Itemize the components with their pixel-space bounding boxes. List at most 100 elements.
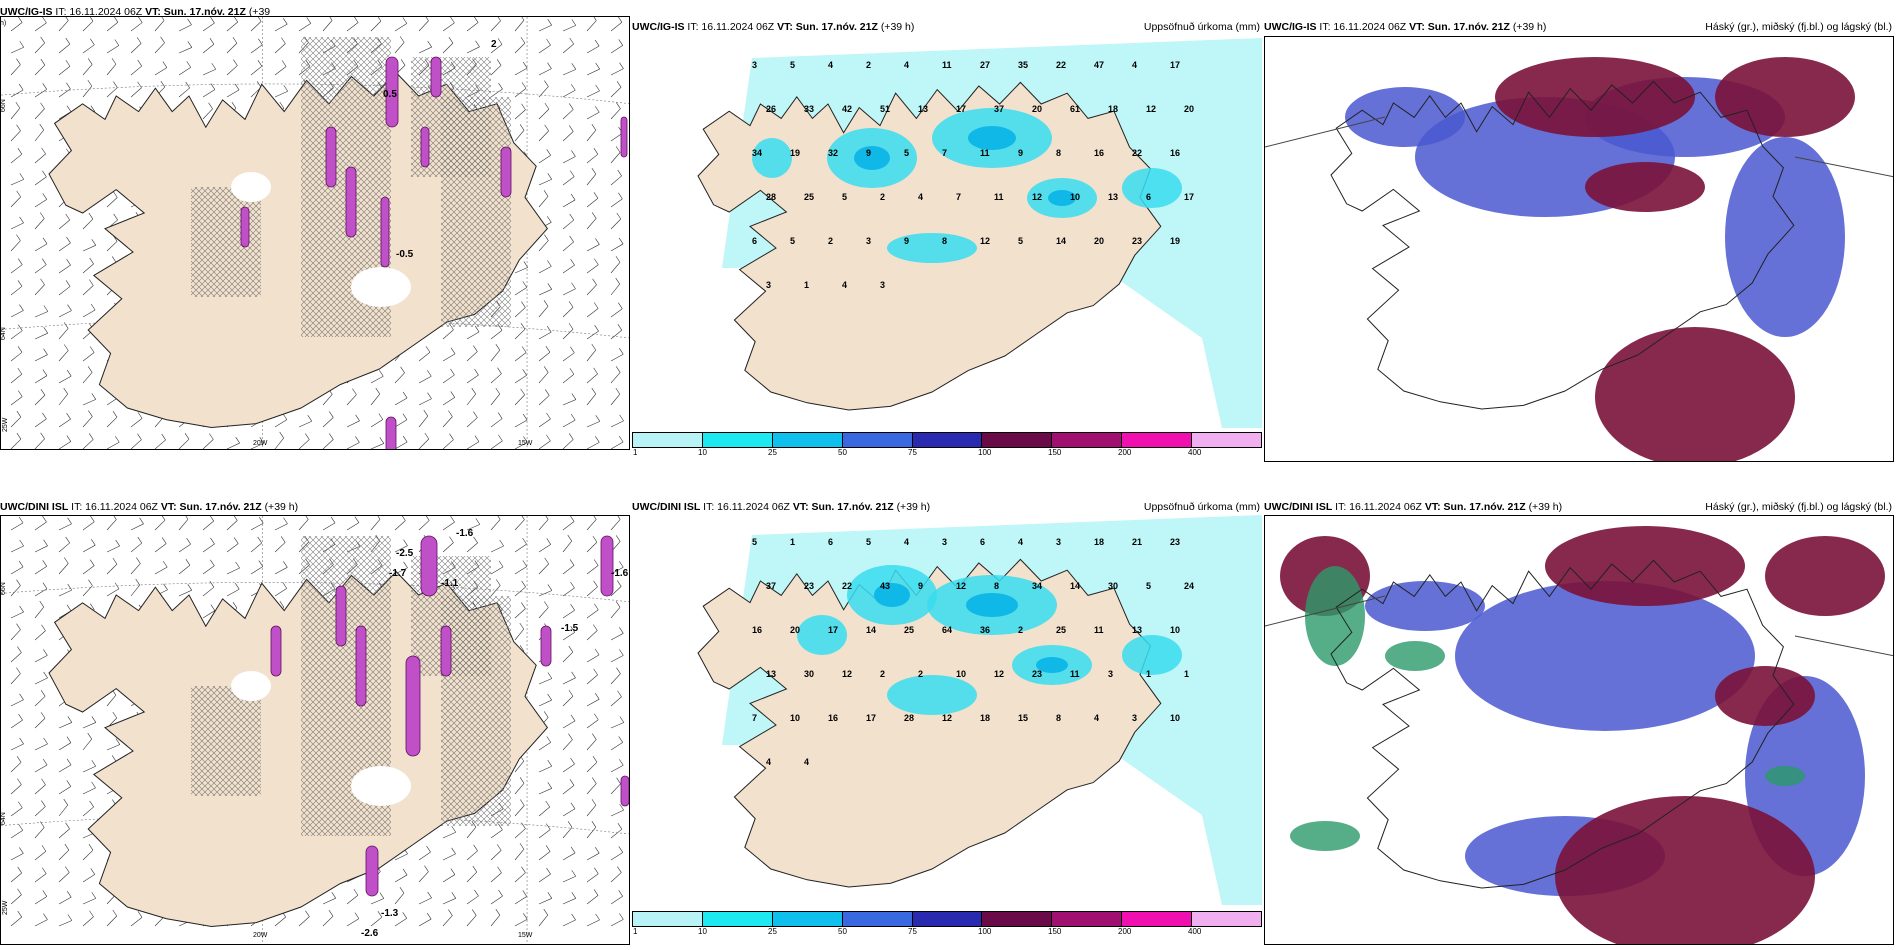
- wind-barb-tick: [90, 539, 96, 546]
- wind-barb: [370, 443, 384, 449]
- wind-barb: [10, 522, 24, 531]
- wind-barb-tick: [593, 889, 599, 896]
- precip-value: 11: [994, 192, 1004, 202]
- wind-barb-tick: [329, 411, 334, 418]
- iceland-map: [1330, 559, 1795, 889]
- wind-barb: [514, 375, 527, 384]
- wind-barb: [418, 851, 431, 861]
- wind-barb: [394, 545, 408, 553]
- precip-value: 28: [904, 713, 914, 723]
- wind-barb: [10, 286, 23, 296]
- precip-value: 13: [766, 669, 776, 679]
- wind-barb: [610, 783, 621, 795]
- wind-barb: [586, 761, 598, 773]
- wind-barb: [538, 289, 552, 296]
- wind-barb-tick: [307, 415, 313, 422]
- cloud-high: [1495, 57, 1695, 137]
- wind-barb: [10, 545, 24, 553]
- precip-value: 11: [980, 148, 990, 158]
- panel-right-title: Háský (gr.), miðský (fj.bl.) og lágský (…: [1705, 501, 1892, 513]
- wind-barb: [10, 222, 24, 230]
- wind-barb: [202, 43, 215, 54]
- wind-barb-tick: [591, 168, 597, 175]
- cloud-map: [1265, 516, 1893, 944]
- precip-value: 23: [1032, 669, 1042, 679]
- wind-barb-tick: [593, 367, 598, 375]
- wind-barb: [610, 828, 623, 839]
- wind-barb: [538, 86, 549, 98]
- wind-barb-tick: [570, 802, 576, 809]
- cloud-mid: [1455, 581, 1755, 731]
- wind-barb: [394, 918, 407, 927]
- wind-barb-tick: [424, 865, 429, 872]
- wind-barb: [586, 442, 600, 449]
- precip-value: 10: [1170, 713, 1180, 723]
- wind-map: -1.6 -2.5 -1.7 -1.1 -1.5 -1.6 -1.3-2.6: [1, 516, 629, 944]
- precip-value: 9: [904, 236, 909, 246]
- panel-title: UWC/IG-IS IT: 16.11.2024 06Z VT: Sun. 17…: [1264, 21, 1547, 33]
- wind-barb: [562, 176, 575, 186]
- precip-value: 20: [790, 625, 800, 635]
- wind-barb: [562, 521, 575, 531]
- wind-barb: [34, 873, 47, 883]
- wind-barb-tick: [89, 800, 94, 808]
- wind-barb: [466, 827, 477, 839]
- wind-barb: [538, 914, 548, 927]
- wind-barb-tick: [17, 346, 23, 353]
- precip-value: 15: [1018, 713, 1028, 723]
- precip-value: 21: [1132, 537, 1142, 547]
- precip-value: 42: [842, 104, 852, 114]
- wind-barb: [490, 373, 502, 384]
- precip-value: 37: [994, 104, 1004, 114]
- precip-value: 24: [1184, 581, 1194, 591]
- wind-barb: [58, 242, 71, 252]
- wind-barb: [226, 520, 238, 531]
- wind-barb: [514, 586, 526, 597]
- wind-barb-tick: [426, 845, 431, 853]
- wind-barb: [562, 241, 574, 252]
- wind-barb-tick: [209, 581, 215, 588]
- wind-barb-tick: [137, 433, 142, 440]
- wind-barb-tick: [593, 192, 599, 199]
- wind-barb-tick: [305, 516, 309, 520]
- wind-barb-tick: [43, 539, 48, 546]
- wind-barb: [586, 674, 598, 685]
- precip-streak: [420, 126, 430, 168]
- wind-barb: [562, 609, 575, 619]
- wind-barb-tick: [43, 305, 49, 312]
- wind-barb: [442, 853, 456, 861]
- wind-barb-tick: [66, 736, 72, 743]
- cloud-low: [1290, 821, 1360, 851]
- precip-value: 3: [942, 537, 947, 547]
- wind-barb: [154, 520, 166, 531]
- wind-barb: [442, 915, 453, 927]
- wind-barb-tick: [546, 434, 551, 442]
- wind-barb: [10, 629, 21, 641]
- wind-barb-tick: [595, 84, 600, 92]
- precip-value: 4: [904, 60, 909, 70]
- panel-top-right: UWC/IG-IS IT: 16.11.2024 06Z VT: Sun. 17…: [1264, 0, 1894, 462]
- wind-barb-tick: [162, 560, 168, 568]
- precip-value: 19: [1170, 236, 1180, 246]
- wind-barb-tick: [42, 258, 47, 265]
- wind-barb-tick: [187, 18, 192, 25]
- graticule-line: [1265, 116, 1386, 148]
- cloud-mid: [1345, 87, 1465, 147]
- wind-barb: [58, 286, 71, 296]
- wind-barb: [610, 175, 622, 186]
- wind-barb-tick: [450, 17, 455, 24]
- wind-barb-tick: [496, 844, 502, 851]
- wind-barb-tick: [495, 343, 501, 351]
- wind-barb: [370, 393, 381, 406]
- wind-barb-tick: [66, 258, 71, 266]
- wind-barb-tick: [544, 234, 549, 241]
- wind-barb: [34, 284, 45, 296]
- wind-barb-tick: [258, 517, 264, 524]
- panel-bottom-mid: UWC/DINI ISL IT: 16.11.2024 06Z VT: Sun.…: [632, 495, 1262, 945]
- precip-streak: [405, 655, 421, 757]
- wind-barb: [250, 566, 264, 575]
- precip-streak: [600, 535, 614, 597]
- precip-value: 30: [1108, 581, 1118, 591]
- wind-barb: [10, 352, 23, 362]
